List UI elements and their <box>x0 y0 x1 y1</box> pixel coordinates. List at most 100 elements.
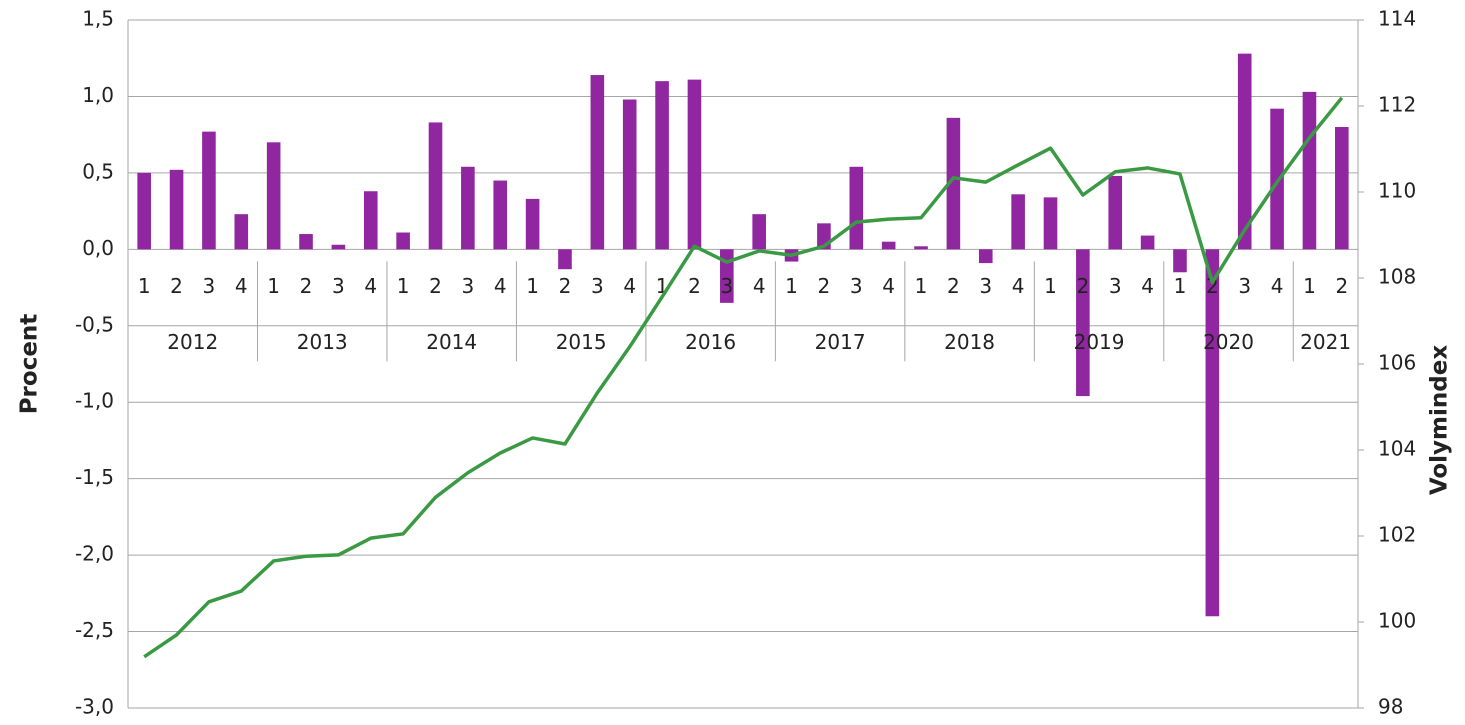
y-axis-label: Procent <box>17 314 43 415</box>
y-tick-label: 0,5 <box>82 159 114 183</box>
year-label: 2013 <box>297 330 348 354</box>
year-label: 2017 <box>815 330 866 354</box>
bar <box>1108 175 1123 250</box>
x-tick-label: 4 <box>1012 274 1025 298</box>
x-tick-label: 4 <box>1271 274 1284 298</box>
bar <box>137 172 151 250</box>
x-tick-label: 4 <box>882 274 895 298</box>
y-tick-label: -3,0 <box>75 695 114 719</box>
bar <box>1205 249 1220 617</box>
bar <box>331 244 346 250</box>
year-label: 2015 <box>556 330 607 354</box>
bar <box>558 249 572 270</box>
x-tick-label: 1 <box>915 274 928 298</box>
bar <box>461 166 475 250</box>
x-tick-label: 4 <box>364 274 377 298</box>
line <box>143 96 1344 659</box>
x-tick-label: 2 <box>947 274 960 298</box>
x-tick-label: 4 <box>753 274 766 298</box>
x-tick-label: 1 <box>397 274 410 298</box>
y2-tick-label: 108 <box>1378 265 1416 289</box>
x-tick-label: 4 <box>623 274 636 298</box>
bar <box>1270 108 1284 250</box>
x-tick-label: 3 <box>332 274 345 298</box>
y2-axis-label: Volymindex <box>1427 345 1453 496</box>
bar <box>266 142 281 250</box>
x-tick-label: 1 <box>138 274 151 298</box>
bar <box>299 234 313 250</box>
y2-tick-label: 98 <box>1378 695 1403 719</box>
x-tick-label: 2 <box>1077 274 1090 298</box>
bar <box>202 131 216 250</box>
bar <box>946 117 961 250</box>
bar <box>849 166 864 250</box>
year-label: 2014 <box>426 330 477 354</box>
bar <box>493 180 508 250</box>
x-tick-label: 3 <box>462 274 475 298</box>
bar <box>881 241 896 250</box>
x-tick-label: 2 <box>429 274 442 298</box>
y-tick-label: -0,5 <box>75 312 114 336</box>
bar <box>1237 53 1252 250</box>
x-tick-label: 1 <box>526 274 539 298</box>
bar <box>1302 91 1317 250</box>
y-tick-label: 1,5 <box>82 7 114 31</box>
y2-tick-label: 102 <box>1378 523 1416 547</box>
x-tick-label: 2 <box>300 274 313 298</box>
bar <box>590 75 605 250</box>
bar <box>363 191 378 250</box>
y-tick-label: 1,0 <box>82 83 114 107</box>
x-tick-label: 2 <box>688 274 701 298</box>
y2-tick-label: 112 <box>1378 93 1416 117</box>
y-tick-label: -2,5 <box>75 618 114 642</box>
x-tick-label: 4 <box>1141 274 1154 298</box>
x-tick-label: 1 <box>1303 274 1316 298</box>
x-tick-label: 2 <box>1335 274 1348 298</box>
bar <box>525 198 540 250</box>
x-tick-label: 4 <box>494 274 507 298</box>
y-tick-label: -1,5 <box>75 465 114 489</box>
bar <box>428 122 443 250</box>
x-tick-label: 3 <box>1109 274 1122 298</box>
x-tick-label: 3 <box>591 274 604 298</box>
bar <box>914 246 928 250</box>
year-label: 2016 <box>685 330 736 354</box>
x-tick-label: 1 <box>1174 274 1187 298</box>
y2-tick-label: 110 <box>1378 179 1416 203</box>
x-tick-label: 4 <box>235 274 248 298</box>
x-tick-label: 3 <box>850 274 863 298</box>
bar <box>1335 127 1349 250</box>
bar <box>1076 249 1090 397</box>
year-label: 2019 <box>1074 330 1125 354</box>
y-tick-label: -1,0 <box>75 389 114 413</box>
year-label: 2020 <box>1203 330 1254 354</box>
y2-tick-label: 104 <box>1378 437 1416 461</box>
bar <box>1011 194 1025 250</box>
year-label: 2012 <box>167 330 218 354</box>
bar <box>234 214 249 250</box>
y-tick-label: 0,0 <box>82 236 114 260</box>
bar <box>1173 249 1187 273</box>
y2-tick-label: 106 <box>1378 351 1416 375</box>
x-tick-label: 3 <box>720 274 733 298</box>
year-label: 2021 <box>1300 330 1351 354</box>
x-tick-label: 2 <box>170 274 183 298</box>
bar <box>169 169 184 250</box>
bar <box>655 81 669 250</box>
y2-tick-label: 100 <box>1378 609 1416 633</box>
x-tick-label: 3 <box>1238 274 1251 298</box>
bar <box>978 249 993 264</box>
year-label: 2018 <box>944 330 995 354</box>
x-tick-label: 2 <box>818 274 831 298</box>
x-tick-label: 1 <box>785 274 798 298</box>
x-tick-label: 3 <box>203 274 216 298</box>
bar <box>396 232 410 250</box>
x-tick-label: 3 <box>979 274 992 298</box>
x-tick-label: 1 <box>1044 274 1057 298</box>
y-tick-label: -2,0 <box>75 542 114 566</box>
bar <box>752 214 766 250</box>
x-tick-label: 1 <box>267 274 280 298</box>
x-tick-label: 2 <box>559 274 572 298</box>
bar <box>1140 235 1155 250</box>
